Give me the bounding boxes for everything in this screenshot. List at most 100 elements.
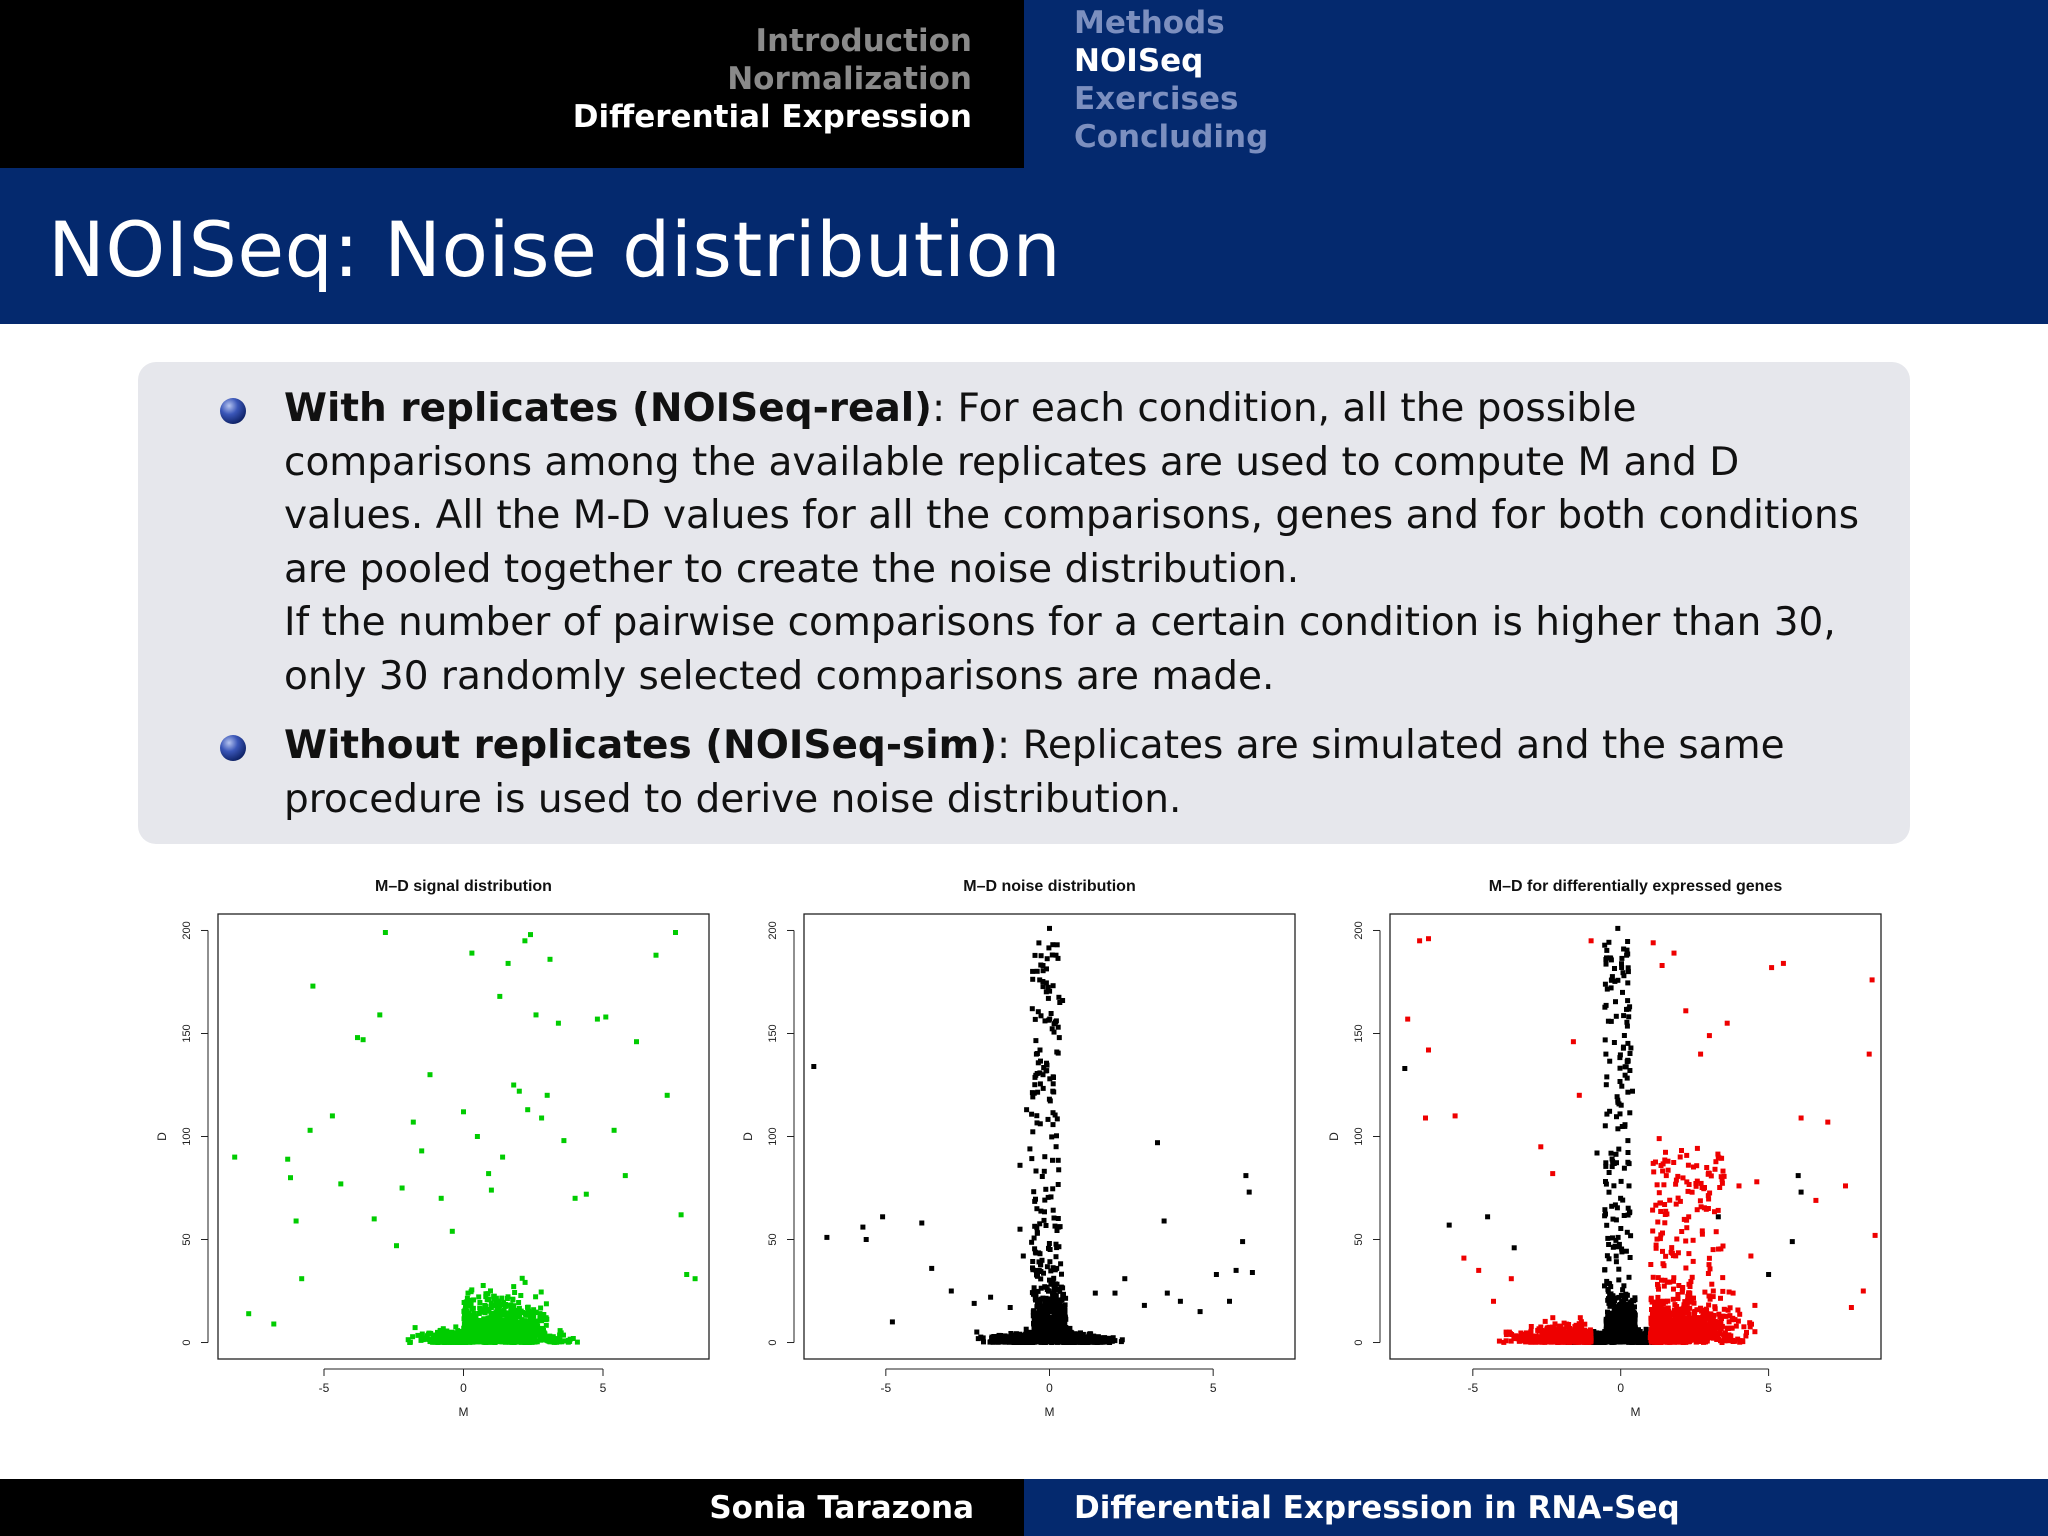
data-point bbox=[1603, 1211, 1608, 1217]
data-point bbox=[1031, 1308, 1037, 1314]
data-point bbox=[1625, 1058, 1631, 1064]
data-point bbox=[485, 1291, 491, 1297]
data-point bbox=[1029, 1090, 1035, 1096]
data-point bbox=[1624, 1023, 1630, 1029]
data-point bbox=[1611, 1183, 1617, 1189]
nav-subsection-exercises[interactable]: Exercises bbox=[1074, 81, 1239, 117]
data-point bbox=[505, 1329, 511, 1335]
data-point bbox=[415, 1332, 421, 1338]
data-point bbox=[473, 1328, 479, 1334]
data-point bbox=[1605, 1311, 1611, 1316]
bullet-paragraph: With replicates (NOISeq-real): For each … bbox=[284, 382, 1890, 596]
data-point bbox=[1062, 1314, 1068, 1320]
nav-section-normalization[interactable]: Normalization bbox=[727, 61, 972, 97]
data-point bbox=[485, 1333, 491, 1339]
data-point bbox=[1048, 1011, 1054, 1016]
data-point bbox=[502, 1317, 508, 1323]
data-point bbox=[673, 930, 678, 935]
data-point bbox=[412, 1325, 418, 1331]
data-point bbox=[990, 1339, 996, 1345]
data-point bbox=[1086, 1338, 1092, 1344]
bullet-text-continued: If the number of pairwise comparisons fo… bbox=[284, 600, 1836, 699]
data-point bbox=[1613, 1217, 1619, 1223]
nav-section-differential-expression[interactable]: Differential Expression bbox=[572, 99, 972, 135]
data-point bbox=[1029, 1156, 1035, 1162]
data-point bbox=[1603, 1316, 1609, 1322]
data-point bbox=[1600, 1330, 1606, 1336]
data-point bbox=[537, 1328, 543, 1333]
data-point bbox=[510, 1296, 516, 1302]
data-point bbox=[512, 1290, 518, 1295]
nav-subsection-noiseq[interactable]: NOISeq bbox=[1074, 43, 1204, 79]
data-point bbox=[1044, 966, 1049, 972]
data-point bbox=[1043, 1307, 1049, 1313]
data-point bbox=[1613, 1259, 1619, 1265]
data-point bbox=[1608, 1018, 1614, 1024]
data-point bbox=[1607, 1326, 1613, 1332]
data-point bbox=[1625, 939, 1631, 944]
data-point bbox=[505, 1310, 511, 1316]
data-point bbox=[1034, 1311, 1040, 1317]
data-point bbox=[1642, 1338, 1647, 1344]
data-point bbox=[1617, 1065, 1623, 1071]
data-points bbox=[811, 925, 1255, 1345]
nav-section-introduction[interactable]: Introduction bbox=[755, 23, 972, 59]
data-point bbox=[1626, 1317, 1632, 1323]
data-point bbox=[516, 1305, 522, 1311]
data-point bbox=[246, 1311, 252, 1317]
data-point bbox=[1616, 1311, 1622, 1317]
data-point bbox=[684, 1272, 690, 1277]
data-point bbox=[461, 1335, 467, 1340]
bullet-text: : For each condition, all the possible c… bbox=[284, 386, 1860, 592]
x-tick-label: 5 bbox=[600, 1381, 607, 1395]
nav-subsection-concluding[interactable]: Concluding bbox=[1074, 119, 1269, 155]
data-point bbox=[1627, 1209, 1633, 1215]
data-point bbox=[469, 1306, 475, 1312]
data-point bbox=[1053, 952, 1059, 958]
data-point bbox=[288, 1175, 293, 1181]
x-tick-label: 5 bbox=[1210, 1381, 1217, 1395]
data-point bbox=[435, 1329, 440, 1335]
data-point bbox=[1061, 1318, 1067, 1324]
data-point bbox=[1607, 1292, 1613, 1298]
data-point bbox=[1034, 1206, 1040, 1212]
data-point bbox=[1624, 1304, 1630, 1310]
data-point bbox=[1046, 1096, 1052, 1102]
y-axis-label: D bbox=[155, 1132, 169, 1141]
data-point bbox=[1619, 1246, 1625, 1252]
data-point bbox=[538, 1305, 544, 1311]
data-point bbox=[1609, 1340, 1615, 1345]
data-point bbox=[1053, 1254, 1059, 1260]
data-point bbox=[557, 1332, 563, 1338]
data-point bbox=[919, 1220, 925, 1226]
data-point bbox=[1043, 980, 1049, 986]
y-tick-label: 150 bbox=[767, 1024, 779, 1042]
data-point bbox=[491, 1293, 497, 1299]
data-point bbox=[511, 1303, 517, 1309]
data-point bbox=[1055, 1324, 1061, 1330]
plot-box bbox=[217, 913, 710, 1360]
chart-title: M–D noise distribution bbox=[963, 878, 1135, 895]
nav-subsection-methods[interactable]: Methods bbox=[1074, 5, 1225, 41]
data-point bbox=[1602, 1123, 1608, 1129]
data-point bbox=[1627, 1334, 1633, 1340]
data-point bbox=[1101, 1339, 1107, 1345]
data-point bbox=[1036, 940, 1042, 946]
data-point bbox=[529, 1332, 535, 1338]
data-point bbox=[1040, 979, 1046, 984]
data-point bbox=[1017, 1162, 1023, 1168]
data-point bbox=[1602, 981, 1608, 987]
data-point bbox=[664, 1092, 670, 1098]
data-point bbox=[1046, 945, 1052, 951]
data-point bbox=[1049, 952, 1055, 958]
data-point bbox=[527, 1338, 533, 1344]
data-point bbox=[562, 1338, 568, 1344]
data-point bbox=[1023, 1331, 1029, 1337]
data-point bbox=[1628, 1233, 1634, 1239]
data-point bbox=[1038, 953, 1044, 959]
data-point bbox=[1056, 1329, 1062, 1335]
data-point bbox=[1246, 1189, 1252, 1195]
data-point bbox=[1625, 1150, 1631, 1155]
data-point bbox=[1045, 984, 1051, 990]
data-point bbox=[1604, 1111, 1610, 1117]
